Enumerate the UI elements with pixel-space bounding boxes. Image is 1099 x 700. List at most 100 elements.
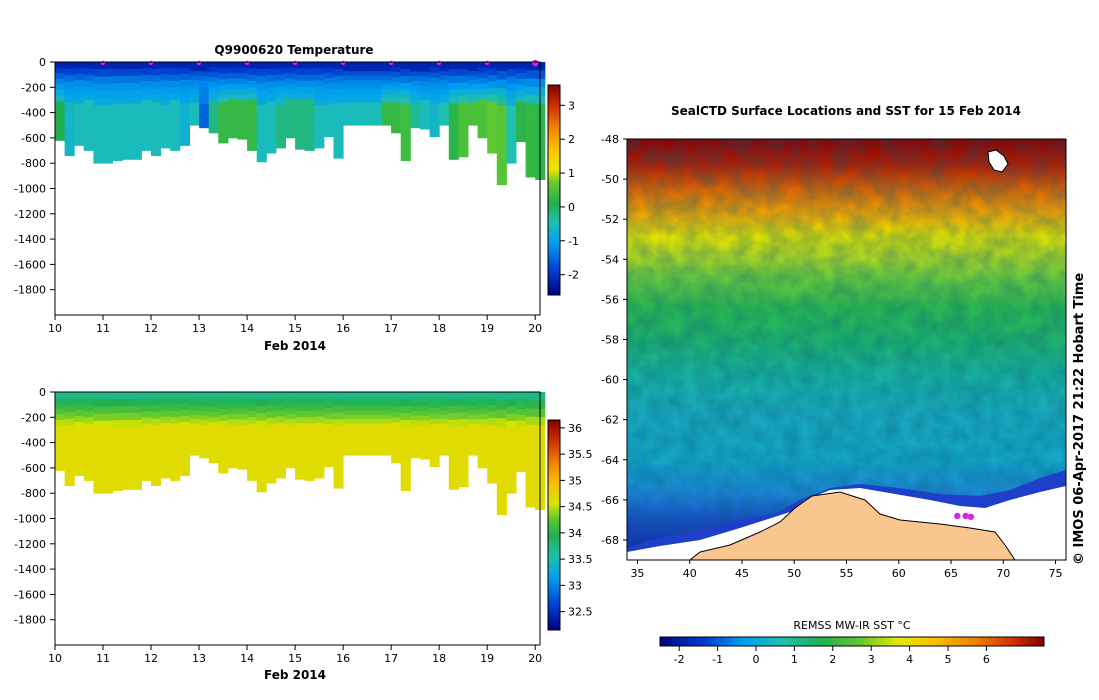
- temperature-profile-cell: [160, 135, 171, 143]
- sst-map-y-tick-label: -58: [601, 333, 619, 346]
- salinity-profile-cell: [227, 413, 238, 420]
- temperature-profile-cell: [256, 104, 267, 113]
- temperature-profile-cell: [487, 101, 498, 108]
- temperature-profile-cell: [381, 93, 392, 99]
- temperature-profile-cell: [93, 148, 104, 157]
- salinity-profile-cell: [477, 397, 488, 404]
- salinity-profile-cell: [477, 402, 488, 409]
- salinity-profile-cell: [506, 435, 517, 443]
- temperature-profile-cell: [208, 107, 219, 113]
- temperature-profile-cell: [323, 110, 334, 116]
- salinity-profile-cell: [131, 426, 142, 435]
- temperature-profile-column: [468, 62, 479, 126]
- temperature-profile-cell: [103, 69, 114, 77]
- sst-map-x-tick-label: 50: [787, 567, 801, 580]
- salinity-y-tick-label: -600: [21, 462, 46, 475]
- salinity-profile-cell: [199, 434, 210, 440]
- salinity-profile-cell: [525, 449, 536, 459]
- salinity-profile-cell: [122, 426, 133, 435]
- salinity-profile-cell: [439, 396, 450, 402]
- temperature-profile-cell: [275, 117, 286, 124]
- salinity-profile-cell: [439, 441, 450, 447]
- temperature-profile-cell: [506, 141, 517, 150]
- salinity-profile-cell: [112, 399, 123, 407]
- salinity-profile-column: [151, 392, 162, 486]
- salinity-profile-cell: [208, 402, 219, 408]
- salinity-profile-cell: [122, 454, 133, 462]
- salinity-profile-cell: [122, 405, 133, 414]
- temperature-profile-cell: [285, 67, 296, 74]
- salinity-profile-cell: [237, 392, 248, 398]
- temperature-profile-cell: [410, 123, 421, 129]
- salinity-profile-cell: [525, 392, 536, 401]
- salinity-profile-cell: [199, 424, 210, 430]
- temperature-profile-column: [199, 62, 210, 129]
- salinity-profile-column: [314, 392, 325, 479]
- salinity-profile-cell: [275, 471, 286, 479]
- salinity-profile-cell: [74, 439, 85, 447]
- temperature-profile-cell: [487, 75, 498, 82]
- temperature-plot-title: Q9900620 Temperature: [214, 43, 373, 57]
- temperature-profile-cell: [468, 66, 479, 72]
- salinity-profile-cell: [323, 418, 334, 425]
- temperature-profile-cell: [247, 106, 258, 113]
- salinity-profile-cell: [410, 415, 421, 421]
- temperature-profile-cell: [420, 90, 431, 96]
- salinity-profile-cell: [439, 419, 450, 424]
- salinity-profile-cell: [93, 428, 104, 436]
- temperature-profile-cell: [304, 68, 315, 75]
- temperature-profile-cell: [400, 97, 411, 105]
- salinity-profile-cell: [410, 420, 421, 426]
- salinity-profile-cell: [170, 417, 181, 424]
- temperature-profile-cell: [468, 80, 479, 85]
- salinity-profile-cell: [381, 428, 392, 433]
- salinity-profile-cell: [275, 453, 286, 460]
- temperature-profile-cell: [64, 75, 75, 83]
- salinity-profile-cell: [496, 435, 507, 445]
- temperature-profile-cell: [391, 62, 402, 68]
- temperature-profile-cell: [496, 62, 507, 72]
- temperature-profile-cell: [170, 106, 181, 113]
- salinity-profile-cell: [295, 416, 306, 424]
- salinity-profile-cell: [131, 392, 142, 400]
- temperature-profile-cell: [170, 74, 181, 82]
- salinity-profile-cell: [141, 411, 152, 418]
- salinity-profile-cell: [506, 442, 517, 451]
- salinity-profile-cell: [199, 453, 210, 459]
- temperature-profile-cell: [103, 98, 114, 106]
- salinity-profile-cell: [381, 432, 392, 438]
- salinity-profile-cell: [506, 471, 517, 480]
- salinity-colorbar: [547, 419, 561, 631]
- temperature-profile-cell: [333, 130, 344, 138]
- temperature-profile-cell: [141, 74, 152, 82]
- temperature-profile-cell: [516, 62, 527, 69]
- salinity-profile-cell: [227, 440, 238, 447]
- temperature-profile-cell: [429, 126, 440, 132]
- temperature-profile-cell: [199, 109, 210, 115]
- temperature-profile-cell: [64, 108, 75, 116]
- temperature-profile-cell: [468, 120, 479, 126]
- salinity-profile-cell: [64, 445, 75, 453]
- salinity-profile-cell: [247, 411, 258, 418]
- temperature-profile-cell: [247, 81, 258, 88]
- salinity-profile-cell: [122, 433, 133, 442]
- temperature-profile-cell: [314, 86, 325, 94]
- temperature-profile-cell: [352, 89, 363, 94]
- salinity-profile-cell: [381, 441, 392, 447]
- temperature-profile-cell: [381, 66, 392, 72]
- salinity-profile-cell: [448, 475, 459, 483]
- salinity-profile-cell: [506, 413, 517, 422]
- temperature-profile-column: [400, 62, 411, 161]
- temperature-profile-cell: [122, 62, 133, 70]
- temperature-profile-cell: [477, 105, 488, 112]
- temperature-profile-cell: [218, 73, 229, 80]
- salinity-profile-cell: [179, 445, 190, 453]
- temperature-profile-cell: [247, 68, 258, 75]
- salinity-profile-cell: [189, 423, 200, 429]
- salinity-profile-cell: [227, 462, 238, 469]
- salinity-profile-cell: [237, 452, 248, 459]
- antarctica-land: [689, 491, 1016, 560]
- temperature-profile-cell: [525, 136, 536, 145]
- salinity-profile-cell: [170, 429, 181, 437]
- temperature-profile-cell: [516, 101, 527, 108]
